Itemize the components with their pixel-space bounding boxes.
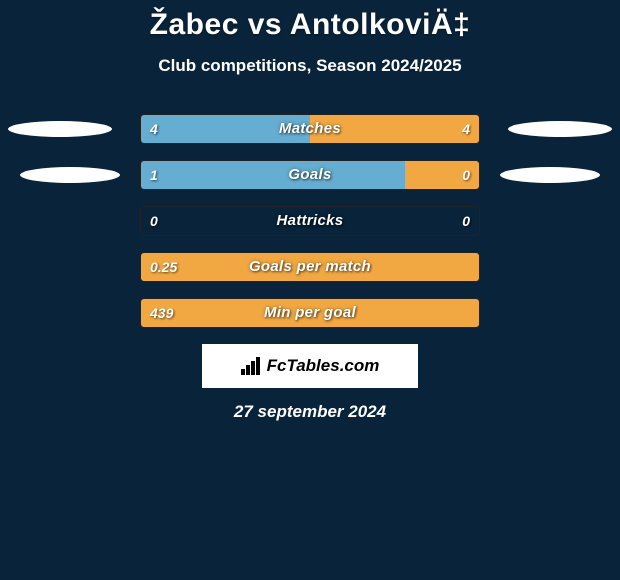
stat-row-hattricks: 0 Hattricks 0: [0, 206, 620, 236]
bar-left: [141, 115, 310, 143]
left-marker-icon: [8, 121, 112, 137]
bar-track: [140, 114, 480, 144]
comparison-chart: 4 Matches 4 1 Goals 0 0 Hattricks 0 0.25…: [0, 76, 620, 328]
page-title: Žabec vs AntolkoviÄ‡: [0, 0, 620, 42]
logo-text: FcTables.com: [241, 356, 380, 376]
bar-left: [141, 161, 405, 189]
stat-row-min-per-goal: 439 Min per goal: [0, 298, 620, 328]
bar-track: [140, 252, 480, 282]
left-marker-icon: [20, 167, 120, 183]
bar-track: [140, 206, 480, 236]
title-text: Žabec vs AntolkoviÄ‡: [150, 8, 471, 41]
page-subtitle: Club competitions, Season 2024/2025: [0, 56, 620, 76]
stat-row-goals: 1 Goals 0: [0, 160, 620, 190]
bar-left: [141, 253, 479, 281]
stat-row-goals-per-match: 0.25 Goals per match: [0, 252, 620, 282]
bar-left: [141, 299, 479, 327]
bar-track: [140, 298, 480, 328]
bar-track: [140, 160, 480, 190]
stat-row-matches: 4 Matches 4: [0, 114, 620, 144]
bar-right: [405, 161, 479, 189]
logo: FcTables.com: [202, 344, 418, 388]
bar-chart-icon: [241, 357, 263, 375]
bar-left: [141, 207, 479, 235]
bar-right: [310, 115, 479, 143]
right-marker-icon: [508, 121, 612, 137]
date: 27 september 2024: [0, 402, 620, 422]
subtitle-text: Club competitions, Season 2024/2025: [158, 56, 461, 75]
logo-label: FcTables.com: [267, 356, 380, 376]
right-marker-icon: [500, 167, 600, 183]
date-text: 27 september 2024: [234, 402, 386, 421]
